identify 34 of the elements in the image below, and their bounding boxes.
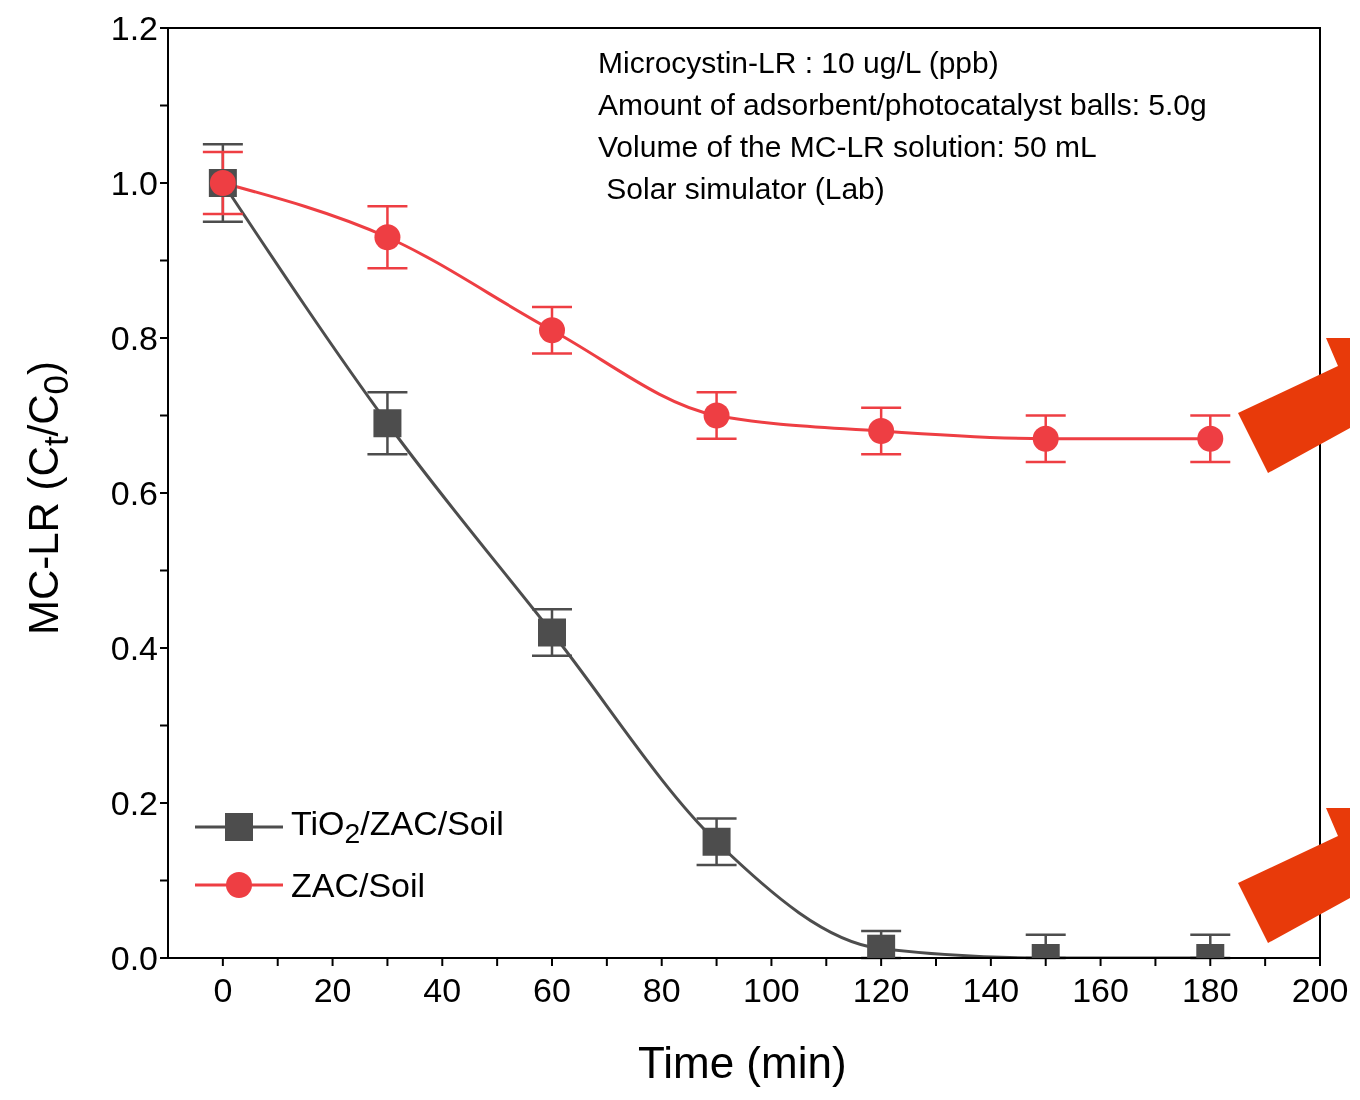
point — [539, 317, 565, 344]
legend-label: TiO$_{2}$/ZAC/Soil — [291, 804, 504, 850]
annotation: Microcystin-LR : 10 ug/L (ppb) — [598, 45, 1000, 81]
y-tick-label: 0.8 — [110, 319, 158, 358]
x-tick-label: 160 — [1072, 971, 1129, 1010]
point — [374, 224, 401, 251]
point — [868, 418, 895, 444]
x-tick-label: 100 — [743, 971, 800, 1010]
x-tick-label: 140 — [962, 971, 1020, 1010]
x-tick-label: 20 — [313, 971, 352, 1010]
y-tick-label: 0.4 — [110, 629, 158, 668]
x-tick-label: 0 — [213, 971, 233, 1010]
x-tick-label: 200 — [1291, 971, 1349, 1010]
point — [702, 827, 731, 856]
y-tick-label: 0.6 — [110, 474, 158, 513]
point — [1197, 425, 1224, 452]
x-tick-label: 40 — [423, 971, 462, 1010]
point — [538, 618, 566, 647]
y-tick-label: 1.0 — [110, 164, 158, 203]
x-tick-label: 180 — [1181, 971, 1239, 1010]
point — [1032, 425, 1059, 452]
y-tick-label: 0.2 — [110, 784, 158, 823]
annotation: Solar simulator (Lab) — [605, 171, 886, 207]
x-tick-label: 120 — [852, 971, 910, 1010]
legend-label: ZAC/Soil — [291, 865, 426, 905]
x-axis-title: Time (min) — [638, 1038, 847, 1088]
y-tick-label: 1.2 — [110, 9, 158, 48]
y-tick-label: 0.0 — [110, 939, 158, 978]
point — [703, 402, 730, 429]
annotation: Amount of adsorbent/photocatalyst balls: 5.0g — [598, 87, 1207, 123]
x-tick-label: 80 — [642, 971, 681, 1010]
annotation: Volume of the MC-LR solution: 50 mL — [598, 129, 1098, 165]
x-tick-label: 60 — [533, 971, 571, 1010]
point — [373, 409, 402, 438]
